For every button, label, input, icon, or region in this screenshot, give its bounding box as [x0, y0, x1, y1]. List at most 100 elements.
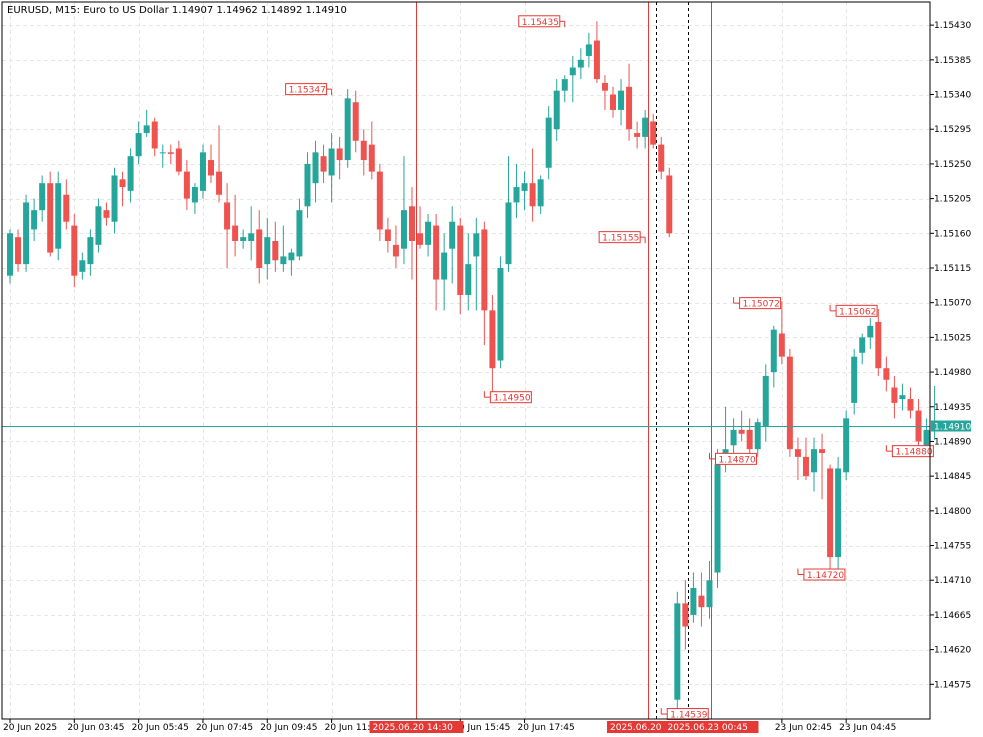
candle-body: [642, 117, 649, 137]
candle-body: [264, 237, 271, 265]
price-axis[interactable]: 1.15430 1.15385 1.15340 1.15295 1.15250 1.152…: [930, 21, 971, 690]
candle: [304, 152, 311, 218]
candle-body: [794, 449, 801, 457]
candle-body: [746, 429, 753, 450]
candle-body: [71, 225, 78, 276]
candle: [95, 198, 102, 253]
candle-body: [569, 67, 576, 76]
price-tick-label: 1.15295: [934, 125, 971, 135]
marker-date-label: 2025.06.20 21:: [610, 723, 679, 733]
candle-body: [441, 252, 448, 280]
candle-body: [481, 229, 488, 311]
candle-body: [328, 148, 335, 176]
candle-body: [47, 183, 54, 253]
price-annotation: 1.14880: [885, 445, 934, 458]
candle: [272, 221, 279, 272]
marker-date-label: 2025.06.20 14:30: [373, 723, 454, 733]
candle: [256, 210, 263, 284]
price-tick-label: 1.14665: [934, 611, 971, 621]
candle: [521, 171, 528, 211]
price-annotation: 1.15435: [518, 15, 566, 28]
price-annotation: 1.15155: [598, 231, 646, 244]
candle-body: [159, 152, 166, 154]
candle: [15, 229, 22, 272]
candle: [658, 136, 665, 180]
candle-body: [87, 237, 94, 265]
candle-body: [505, 202, 512, 265]
current-price-tag: 1.14910: [931, 420, 971, 433]
candle-body: [55, 183, 62, 249]
candle: [111, 167, 118, 234]
candle-body: [368, 144, 375, 172]
candle-body: [811, 449, 817, 473]
candle: [835, 456, 842, 569]
candle-body: [280, 256, 287, 265]
candle: [183, 160, 190, 211]
price-tick-label: 1.14575: [934, 680, 971, 690]
candle-body: [232, 225, 239, 241]
candle: [417, 206, 424, 249]
candle-body: [7, 233, 13, 276]
annotation-box: [739, 297, 782, 310]
price-tick-label: 1.15385: [934, 56, 971, 66]
candle: [899, 383, 906, 411]
annotation-box: [803, 568, 846, 581]
candle: [449, 206, 456, 284]
candle: [497, 256, 504, 369]
candle-body: [465, 264, 472, 295]
annotation-box: [489, 391, 532, 404]
price-tick-label: 1.15340: [934, 91, 971, 101]
candle: [441, 233, 448, 311]
annotation-label: 1.15155: [602, 234, 639, 244]
time-axis[interactable]: 20 Jun 2025 20 Jun 03:45 20 Jun 05:45 20 Ju…: [3, 719, 896, 733]
candle: [489, 294, 496, 396]
annotation-label: 1.15347: [289, 86, 326, 96]
candle: [819, 433, 826, 500]
candle-body: [95, 206, 102, 245]
candle: [119, 171, 126, 207]
candle: [199, 144, 206, 199]
candle: [175, 140, 182, 176]
candle-body: [835, 468, 842, 558]
candle-body: [175, 148, 182, 172]
candle: [159, 144, 166, 168]
candle: [674, 591, 681, 713]
annotation-label: 1.14950: [493, 394, 530, 404]
candle-body: [923, 429, 930, 446]
candle: [714, 449, 721, 588]
candle-body: [191, 187, 198, 203]
candle-body: [634, 133, 641, 137]
candle: [7, 229, 13, 284]
candle-body: [208, 160, 214, 176]
candle: [47, 171, 54, 257]
candle: [883, 356, 890, 392]
time-tick-label: 20 Jun 2025: [3, 723, 57, 733]
price-tick-label: 1.14755: [934, 542, 971, 552]
candle-body: [859, 337, 866, 353]
marker-date-tag: [664, 721, 759, 733]
candle-body: [473, 233, 480, 257]
price-tick-label: 1.14800: [934, 507, 971, 517]
annotation-label: 1.14870: [718, 455, 755, 465]
candle: [706, 560, 713, 619]
candle: [240, 229, 247, 249]
time-tick-label: 20 Jun 03:45: [67, 723, 124, 733]
candle-body: [376, 171, 383, 230]
candle: [907, 387, 914, 419]
candle: [208, 144, 214, 184]
candle-body: [119, 179, 126, 188]
candle: [127, 148, 134, 203]
candle: [87, 229, 94, 276]
candle-body: [497, 267, 504, 361]
price-labels: 1.15347 1.15435 1.15155 1.14950 1.15072 1.150…: [285, 15, 934, 721]
candle-body: [851, 356, 858, 403]
price-annotation: 1.14720: [797, 568, 846, 581]
candle: [280, 225, 287, 272]
candle-body: [417, 233, 424, 245]
candle-body: [706, 580, 713, 608]
annotation-label: 1.14539: [670, 711, 707, 721]
marker-date-tag: [369, 721, 464, 733]
candle-body: [312, 152, 319, 184]
